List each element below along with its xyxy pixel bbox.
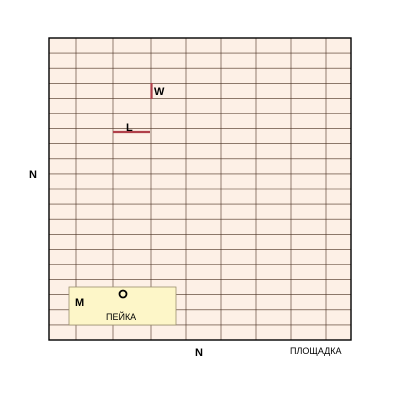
bottom-axis-label: N [195, 347, 203, 359]
plan-border [48, 37, 352, 341]
area-name-label: ПЛОЩАДКА [290, 346, 341, 356]
marker-w-label: W [154, 86, 165, 98]
bench-area[interactable] [68, 286, 177, 326]
marker-m-label: M [75, 297, 84, 309]
marker-l-label: L [126, 122, 133, 134]
west-axis-label: N [29, 169, 37, 181]
circle-ring-icon[interactable] [118, 289, 128, 299]
bench-label: ПЕЙКА [106, 311, 136, 322]
